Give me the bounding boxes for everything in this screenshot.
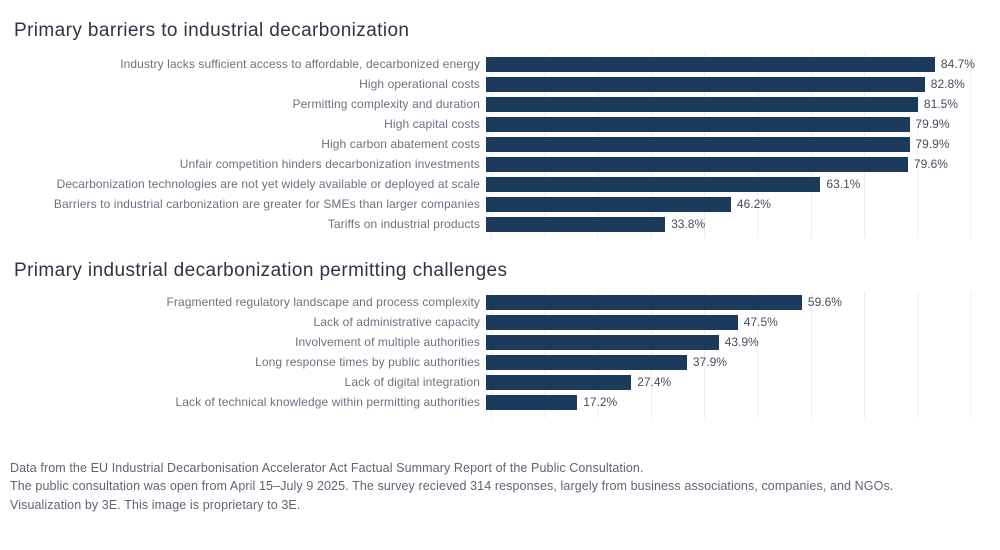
bar-plot: 79.9% — [486, 134, 950, 154]
bar-plot: 46.2% — [486, 194, 771, 214]
value-label: 63.1% — [826, 177, 861, 191]
bar-plot: 81.5% — [486, 94, 958, 114]
bar — [486, 76, 925, 92]
chart-title-permitting: Primary industrial decarbonization permi… — [14, 260, 508, 281]
bar-row: Barriers to industrial carbonization are… — [0, 194, 988, 214]
bar-row: Lack of technical knowledge within permi… — [0, 392, 988, 412]
category-label: Long response times by public authoritie… — [255, 355, 480, 369]
bar — [486, 294, 802, 310]
bar — [486, 354, 687, 370]
bar — [486, 176, 821, 192]
value-label: 84.7% — [940, 57, 975, 71]
bar-chart-permitting: Fragmented regulatory landscape and proc… — [0, 292, 989, 418]
bar-rows: Fragmented regulatory landscape and proc… — [0, 292, 988, 412]
bar-plot: 33.8% — [486, 214, 705, 234]
bar-plot: 59.6% — [486, 292, 842, 312]
value-label: 59.6% — [807, 295, 842, 309]
bar-row: Lack of digital integration 27.4% — [0, 372, 988, 392]
bar — [486, 314, 738, 330]
chart-title-barriers: Primary barriers to industrial decarboni… — [14, 20, 410, 41]
bar-row: High operational costs 82.8% — [0, 74, 988, 94]
category-label: Involvement of multiple authorities — [295, 335, 480, 349]
bar-plot: 43.9% — [486, 332, 759, 352]
value-label: 17.2% — [583, 395, 618, 409]
value-label: 81.5% — [923, 97, 958, 111]
bar — [486, 374, 632, 390]
footer-survey-line: The public consultation was open from Ap… — [10, 479, 894, 494]
category-label: Fragmented regulatory landscape and proc… — [166, 295, 480, 309]
bar-plot: 82.8% — [486, 74, 965, 94]
value-label: 33.8% — [671, 217, 706, 231]
bar — [486, 136, 910, 152]
value-label: 79.9% — [915, 117, 950, 131]
bar-plot: 37.9% — [486, 352, 727, 372]
bar-plot: 79.6% — [486, 154, 948, 174]
bar-plot: 17.2% — [486, 392, 617, 412]
category-label: Lack of administrative capacity — [313, 315, 480, 329]
bar-plot: 63.1% — [486, 174, 860, 194]
bar-plot: 27.4% — [486, 372, 671, 392]
value-label: 27.4% — [637, 375, 672, 389]
value-label: 79.9% — [915, 137, 950, 151]
bar — [486, 116, 910, 132]
bar-row: Permitting complexity and duration 81.5% — [0, 94, 988, 114]
category-label: Tariffs on industrial products — [327, 217, 480, 231]
bar-rows: Industry lacks sufficient access to affo… — [0, 54, 988, 234]
bar — [486, 196, 731, 212]
value-label: 79.6% — [913, 157, 948, 171]
bar-plot: 79.9% — [486, 114, 950, 134]
bar-chart-barriers: Industry lacks sufficient access to affo… — [0, 54, 989, 238]
bar-row: Industry lacks sufficient access to affo… — [0, 54, 988, 74]
category-label: Lack of technical knowledge within permi… — [175, 395, 480, 409]
bar — [486, 96, 918, 112]
value-label: 46.2% — [736, 197, 771, 211]
value-label: 43.9% — [724, 335, 759, 349]
value-label: 37.9% — [692, 355, 727, 369]
bar-row: Fragmented regulatory landscape and proc… — [0, 292, 988, 312]
category-label: Permitting complexity and duration — [292, 97, 480, 111]
category-label: Unfair competition hinders decarbonizati… — [179, 157, 480, 171]
bar — [486, 56, 935, 72]
bar-plot: 47.5% — [486, 312, 778, 332]
category-label: High operational costs — [359, 77, 480, 91]
footer-notes: Data from the EU Industrial Decarbonisat… — [10, 459, 893, 514]
category-label: Decarbonization technologies are not yet… — [56, 177, 480, 191]
bar — [486, 394, 578, 410]
bar — [486, 216, 666, 232]
bar-row: Lack of administrative capacity 47.5% — [0, 312, 988, 332]
category-label: Barriers to industrial carbonization are… — [53, 197, 480, 211]
bar — [486, 156, 908, 172]
category-label: Industry lacks sufficient access to affo… — [120, 57, 480, 71]
footer-source-line: Data from the EU Industrial Decarbonisat… — [10, 461, 644, 475]
category-label: Lack of digital integration — [344, 375, 480, 389]
bar-row: Decarbonization technologies are not yet… — [0, 174, 988, 194]
bar-row: High carbon abatement costs 79.9% — [0, 134, 988, 154]
bar-row: Unfair competition hinders decarbonizati… — [0, 154, 988, 174]
bar-row: Involvement of multiple authorities 43.9% — [0, 332, 988, 352]
footer-credit-line: Visualization by 3E. This image is propr… — [10, 497, 301, 512]
bar-row: High capital costs 79.9% — [0, 114, 988, 134]
value-label: 47.5% — [743, 315, 778, 329]
value-label: 82.8% — [930, 77, 965, 91]
bar-row: Long response times by public authoritie… — [0, 352, 988, 372]
category-label: High capital costs — [384, 117, 480, 131]
bar — [486, 334, 719, 350]
bar-row: Tariffs on industrial products 33.8% — [0, 214, 988, 234]
bar-plot: 84.7% — [486, 54, 975, 74]
category-label: High carbon abatement costs — [321, 137, 480, 151]
